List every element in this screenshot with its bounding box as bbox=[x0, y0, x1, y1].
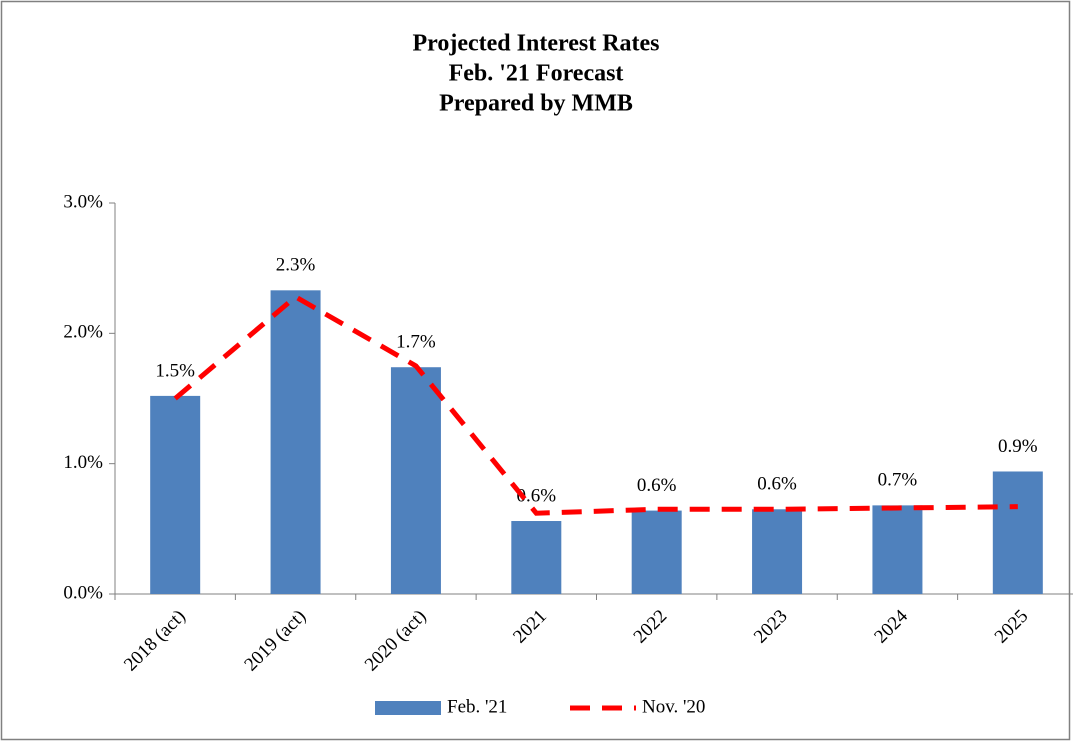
bar bbox=[270, 290, 321, 594]
chart-title: Projected Interest Rates bbox=[412, 31, 659, 57]
legend-label: Feb. '21 bbox=[447, 696, 507, 717]
data-label: 0.9% bbox=[998, 436, 1038, 457]
data-label: 1.7% bbox=[396, 332, 436, 353]
data-label: 1.5% bbox=[155, 360, 195, 381]
chart-subtitle: Prepared by MMB bbox=[439, 91, 633, 117]
bar bbox=[390, 367, 441, 594]
data-label: 2.3% bbox=[276, 255, 316, 276]
data-label: 0.6% bbox=[517, 485, 557, 506]
legend-label: Nov. '20 bbox=[642, 696, 705, 717]
y-tick-label: 3.0% bbox=[63, 191, 103, 212]
data-label: 0.6% bbox=[757, 474, 797, 495]
y-tick-label: 1.0% bbox=[63, 452, 103, 473]
bar bbox=[631, 510, 682, 594]
y-tick-label: 0.0% bbox=[63, 582, 103, 603]
bar bbox=[872, 505, 923, 594]
y-tick-label: 2.0% bbox=[63, 322, 103, 343]
bar bbox=[511, 521, 562, 594]
data-label: 0.7% bbox=[878, 470, 918, 491]
data-label: 0.6% bbox=[637, 475, 677, 496]
line-series bbox=[173, 293, 1018, 516]
legend-swatch bbox=[375, 701, 441, 715]
bar bbox=[150, 395, 201, 594]
bar bbox=[752, 509, 803, 594]
chart-subtitle: Feb. '21 Forecast bbox=[449, 61, 624, 87]
bar bbox=[992, 471, 1043, 594]
